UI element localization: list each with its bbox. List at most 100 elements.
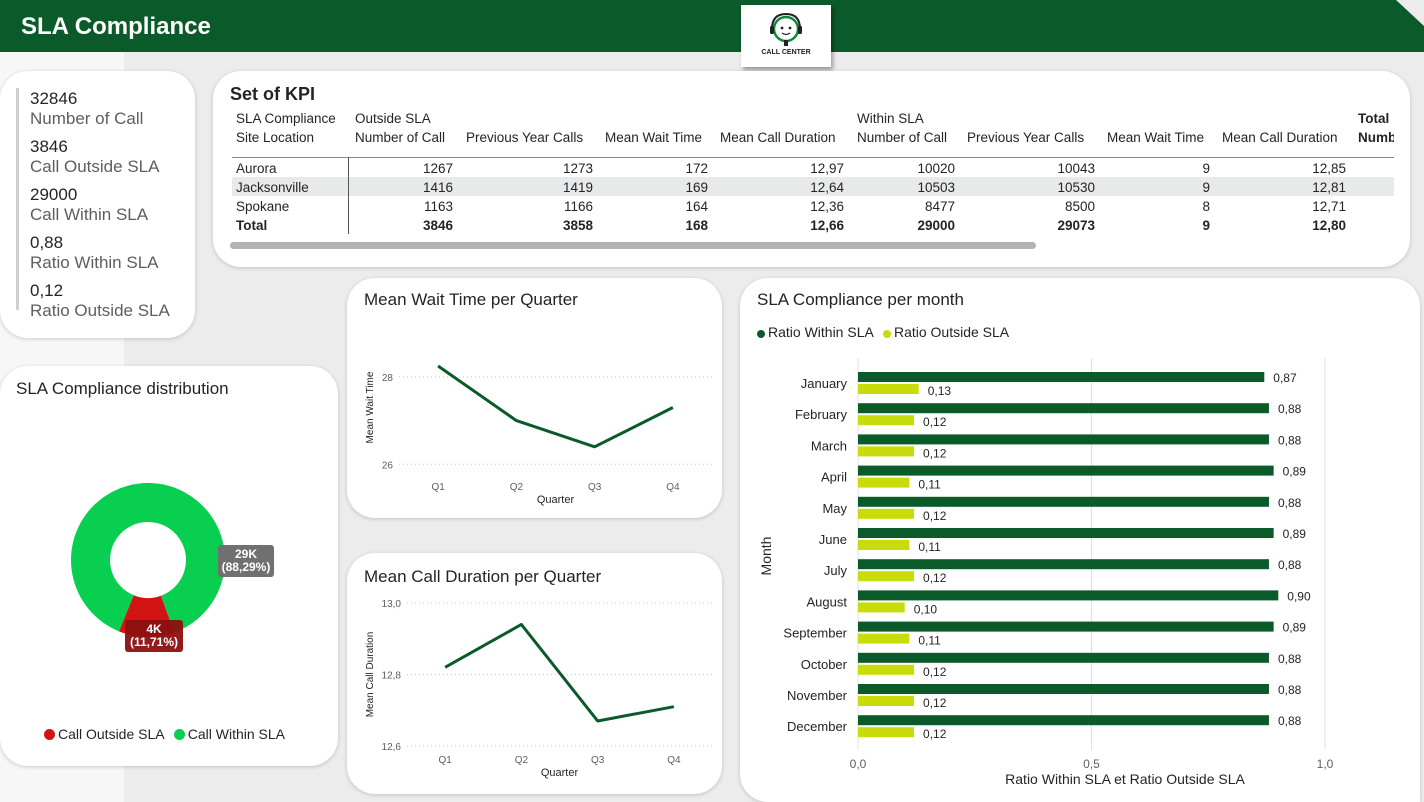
table-cell: 10020	[917, 161, 955, 176]
bar-label-within: 0,88	[1278, 496, 1302, 510]
x-axis-title: Ratio Within SLA et Ratio Outside SLA	[1005, 771, 1245, 787]
column-header[interactable]: Number of Call	[355, 130, 446, 145]
header-banner: SLA Compliance	[0, 0, 1424, 52]
wait-time-title: Mean Wait Time per Quarter	[364, 290, 578, 309]
bar-label-outside: 0,12	[923, 446, 947, 460]
group-header-within: Within SLA	[857, 111, 924, 126]
kpi-label: Number of Call	[30, 109, 144, 128]
bar-within-sla	[858, 434, 1269, 445]
bar-within-sla	[858, 465, 1274, 476]
column-header[interactable]: Previous Year Calls	[967, 130, 1085, 145]
legend-label-outside: Ratio Outside SLA	[893, 324, 1010, 340]
kpi-table-title: Set of KPI	[230, 84, 316, 104]
table-total-cell: 9	[1202, 218, 1210, 233]
column-header[interactable]: Number of Call	[857, 130, 948, 145]
table-cell: 172	[685, 161, 708, 176]
month-label: March	[811, 438, 847, 453]
table-cell: 169	[685, 180, 708, 195]
legend-dot-outside	[44, 729, 55, 740]
kpi-value: 29000	[30, 185, 78, 204]
donut-chart: 29K(88,29%) 4K(11,71%)	[71, 483, 274, 652]
call-duration-title: Mean Call Duration per Quarter	[364, 567, 602, 586]
horizontal-scrollbar[interactable]	[230, 242, 1036, 249]
table-cell: 1267	[422, 161, 453, 176]
kpi-accent-bar	[16, 88, 19, 310]
bar-within-sla	[858, 403, 1269, 414]
kpi-value: 32846	[30, 89, 78, 108]
table-cell: 12,71	[1312, 199, 1346, 214]
monthly-bar-chart: 0,0 0,5 1,0 January 0,87 0,13 February 0,88 0,12…	[758, 358, 1334, 787]
bar-label-within: 0,89	[1283, 527, 1307, 541]
table-row-site[interactable]: Spokane	[236, 199, 290, 214]
bar-label-within: 0,88	[1278, 402, 1302, 416]
wait-time-card	[347, 278, 722, 518]
bar-label-outside: 0,12	[923, 696, 947, 710]
legend-dot-within	[757, 330, 765, 338]
kpi-label: Ratio Outside SLA	[30, 301, 170, 320]
bar-label-outside: 0,10	[914, 602, 938, 616]
bar-within-sla	[858, 528, 1274, 538]
table-cell: 8477	[924, 199, 955, 214]
bar-within-sla	[858, 372, 1265, 382]
x-axis-title: Quarter	[537, 494, 575, 506]
legend-dot-within	[173, 729, 185, 740]
column-header[interactable]: Mean Call Duration	[1222, 130, 1338, 145]
x-tick-label: Q1	[438, 755, 452, 766]
table-cell: 10530	[1057, 180, 1095, 195]
column-header[interactable]: Previous Year Calls	[466, 130, 584, 145]
bar-label-within: 0,89	[1283, 465, 1307, 479]
column-header[interactable]: Mean Wait Time	[1107, 130, 1205, 145]
legend-dot-outside	[882, 330, 891, 338]
bar-label-within: 0,88	[1278, 433, 1302, 447]
table-cell: 1166	[563, 199, 593, 214]
column-header[interactable]: Mean Wait Time	[605, 130, 703, 145]
kpi-label: Call Within SLA	[30, 205, 149, 224]
x-tick-label: Q3	[591, 755, 605, 766]
row-header-2: Site Location	[236, 130, 315, 145]
kpi-label: Ratio Within SLA	[30, 253, 159, 272]
y-tick-label: 12,8	[382, 671, 402, 682]
series-line	[437, 364, 674, 449]
table-total-cell: 29000	[917, 218, 955, 233]
x-tick-label: Q1	[431, 482, 445, 493]
label-background	[125, 620, 183, 652]
table-total-cell: 12,66	[810, 218, 844, 233]
bar-outside-sla	[858, 696, 915, 706]
y-tick-label: 28	[382, 373, 394, 384]
banner-shape	[0, 0, 1424, 52]
table-total-label[interactable]: Total	[236, 218, 268, 233]
x-tick-label: Q3	[588, 482, 602, 493]
bar-outside-sla	[858, 664, 915, 675]
series-line	[444, 622, 675, 723]
call-center-logo: CALL CENTER	[741, 5, 831, 67]
bar-label-outside: 0,11	[918, 478, 941, 492]
bar-outside-sla	[858, 384, 919, 394]
table-row-site[interactable]: Aurora	[236, 161, 277, 176]
bar-label-within: 0,88	[1278, 558, 1302, 572]
call-duration-line-chart: 13,0 12,8 12,6 Q1 Q2 Q3 Q4 Quarter Mean Call Dur…	[365, 599, 712, 779]
month-label: January	[801, 376, 848, 391]
bar-label-outside: 0,12	[923, 509, 947, 523]
table-cell: 1416	[422, 180, 453, 195]
table-cell: 1419	[562, 180, 593, 195]
legend-label-within: Call Within SLA	[187, 726, 285, 742]
x-tick-label: Q4	[666, 482, 680, 493]
bar-label-outside: 0,11	[918, 634, 941, 648]
x-tick-label: Q4	[667, 755, 681, 766]
table-row-site[interactable]: Jacksonville	[236, 180, 309, 195]
column-header[interactable]: Numb	[1358, 130, 1394, 145]
wait-time-line-chart: 28 26 Q1 Q2 Q3 Q4 Quarter Mean Wait Time	[365, 364, 712, 506]
x-tick-label: 0,0	[850, 757, 867, 771]
bar-outside-sla	[858, 415, 915, 426]
table-total-cell: 12,80	[1312, 218, 1346, 233]
table-cell: 164	[685, 199, 708, 214]
bar-label-outside: 0,12	[923, 727, 947, 741]
table-total-cell: 3858	[562, 218, 593, 233]
table-cell: 12,36	[810, 199, 844, 214]
month-label: August	[807, 594, 848, 609]
bar-within-sla	[858, 590, 1279, 601]
table-cell: 12,81	[1312, 180, 1346, 195]
y-tick-label: 12,6	[382, 742, 402, 753]
column-header[interactable]: Mean Call Duration	[720, 130, 836, 145]
bar-within-sla	[858, 621, 1274, 632]
